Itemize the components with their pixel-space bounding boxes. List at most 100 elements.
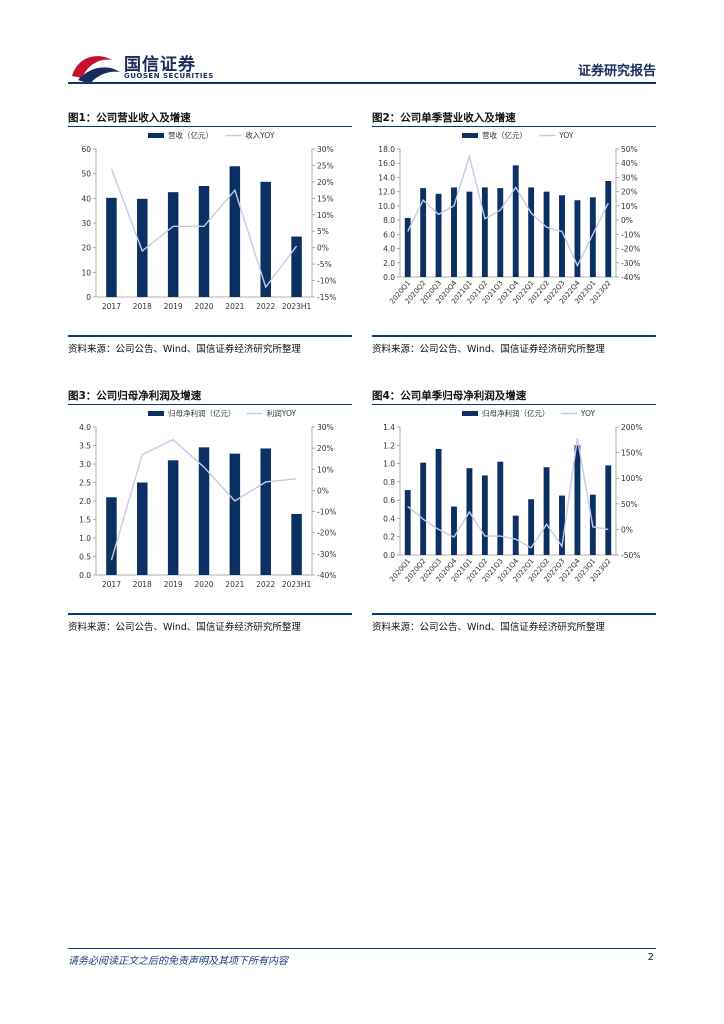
legend-bar-label: 归母净利润（亿元） [168, 408, 236, 418]
figure-4: 图4：公司单季归母净利润及增速 0.0 0.2 0.4 0.6 0.8 1.0 1.2 1.4… [372, 388, 656, 633]
y-tick-label-left: 0.2 [383, 533, 395, 542]
y-tick-label-right: 20% [317, 178, 334, 187]
y-tick-label-left: 12.0 [378, 188, 395, 197]
y-tick-label-left: 2.0 [383, 259, 395, 268]
x-tick-label: 2017 [102, 302, 121, 311]
bar [229, 166, 241, 297]
y-tick-label-right: 200% [621, 423, 642, 432]
bar [605, 181, 612, 277]
legend-bar-swatch [462, 411, 478, 416]
bar [512, 515, 519, 555]
legend-bar-label: 归母净利润（亿元） [482, 408, 550, 418]
bar [106, 197, 117, 297]
y-tick-label-right: -15% [317, 293, 336, 302]
y-tick-label-left: 1.0 [383, 460, 395, 469]
footer-disclaimer: 请务必阅读正文之后的免责声明及其项下所有内容 [68, 956, 288, 967]
y-tick-label-right: -20% [621, 245, 640, 254]
y-tick-label-left: 20 [81, 244, 91, 253]
bar [291, 513, 302, 575]
bar [512, 165, 519, 277]
yoy-line [407, 438, 609, 549]
y-tick-label-right: 10% [621, 202, 638, 211]
y-tick-label-right: 10% [317, 465, 334, 474]
figure-top-rule [372, 404, 656, 405]
bar [559, 495, 565, 555]
y-tick-label-left: 0.0 [383, 551, 395, 560]
y-tick-label-left: 0.0 [79, 571, 91, 580]
y-tick-label-right: 30% [317, 145, 334, 154]
bar [137, 198, 148, 297]
y-tick-label-right: 30% [317, 423, 334, 432]
figure-bottom-rule [372, 335, 656, 337]
y-tick-label-left: 1.0 [79, 534, 91, 543]
bar [291, 236, 302, 297]
y-tick-label-left: 3.0 [79, 460, 91, 469]
y-tick-label-left: 0.4 [383, 514, 395, 523]
x-tick-label: 2018 [133, 302, 152, 311]
bar [574, 200, 581, 277]
y-tick-label-left: 2.5 [79, 479, 91, 488]
y-tick-label-left: 4.0 [383, 245, 395, 254]
bar [106, 497, 117, 575]
y-tick-label-right: 150% [621, 449, 642, 458]
x-tick-label: 2017 [102, 580, 121, 589]
figure-title: 图3：公司归母净利润及增速 [68, 390, 202, 402]
y-tick-label-right: -50% [621, 551, 640, 560]
x-tick-label: 2018 [133, 580, 152, 589]
x-tick-label: 2020 [194, 580, 213, 589]
bar [466, 191, 473, 277]
yoy-line [407, 153, 609, 268]
x-tick-label: 2021 [225, 580, 244, 589]
y-tick-label-left: 8.0 [383, 216, 395, 225]
bar [435, 193, 442, 277]
bar [543, 467, 550, 555]
x-tick-label: 2022 [256, 580, 275, 589]
y-tick-label-right: 20% [621, 188, 638, 197]
y-tick-label-left: 0.5 [79, 553, 91, 562]
legend-bar-swatch [462, 133, 478, 138]
x-tick-label: 2023H1 [282, 580, 312, 589]
page-header: 国信证券 GUOSEN SECURITIES 证券研究报告 [0, 0, 724, 90]
y-tick-label-left: 0.8 [383, 478, 395, 487]
bar [559, 195, 565, 277]
y-tick-label-left: 0.0 [383, 273, 395, 282]
x-tick-label: 2020 [194, 302, 213, 311]
guosen-logo-icon [72, 56, 120, 84]
legend-bar-swatch [148, 133, 164, 138]
bar [528, 187, 535, 277]
y-tick-label-left: 1.2 [383, 441, 395, 450]
bar [420, 462, 427, 555]
figure-source: 资料来源：公司公告、Wind、国信证券经济研究所整理 [372, 343, 605, 355]
y-tick-label-right: 40% [621, 159, 638, 168]
report-type-title: 证券研究报告 [577, 64, 656, 79]
y-tick-label-right: -10% [317, 508, 336, 517]
figure-source: 资料来源：公司公告、Wind、国信证券经济研究所整理 [68, 621, 301, 633]
y-tick-label-right: 25% [317, 161, 334, 170]
y-tick-label-left: 0.6 [383, 496, 395, 505]
figure-top-rule [68, 404, 352, 405]
chart-quarterly-revenue: 0.0 2.0 4.0 6.0 8.0 10.0 12.0 14.0 16.0 18.0 -40% -… [378, 130, 640, 306]
x-tick-label: 2021 [225, 302, 244, 311]
x-tick-label: 2023H1 [282, 302, 312, 311]
x-tick-label: 2022 [256, 302, 275, 311]
logo-chinese-name: 国信证券 [124, 55, 196, 75]
figure-3: 图3：公司归母净利润及增速 0.0 0.5 1.0 1.5 2.0 2.5 3.0 3.5 4.… [68, 388, 352, 633]
bar [435, 448, 442, 555]
y-tick-label-right: 0% [317, 486, 329, 495]
bar [589, 197, 596, 277]
bar [198, 186, 210, 297]
y-tick-label-left: 50 [81, 170, 91, 179]
legend-line-label: YOY [580, 409, 596, 418]
bar [543, 191, 550, 277]
legend-line-label: YOY [558, 131, 574, 140]
figure-source: 资料来源：公司公告、Wind、国信证券经济研究所整理 [68, 343, 301, 355]
figure-title: 图1：公司营业收入及增速 [68, 112, 191, 124]
y-tick-label-right: 20% [317, 444, 334, 453]
legend-line-label: 收入YOY [245, 130, 275, 140]
figure-title: 图2：公司单季营业收入及增速 [372, 112, 516, 124]
legend-bar-label: 营收（亿元） [482, 130, 527, 140]
y-tick-label-right: -40% [621, 273, 640, 282]
y-tick-label-right: -30% [621, 259, 640, 268]
y-tick-label-left: 10 [81, 268, 91, 277]
bar [420, 188, 427, 277]
